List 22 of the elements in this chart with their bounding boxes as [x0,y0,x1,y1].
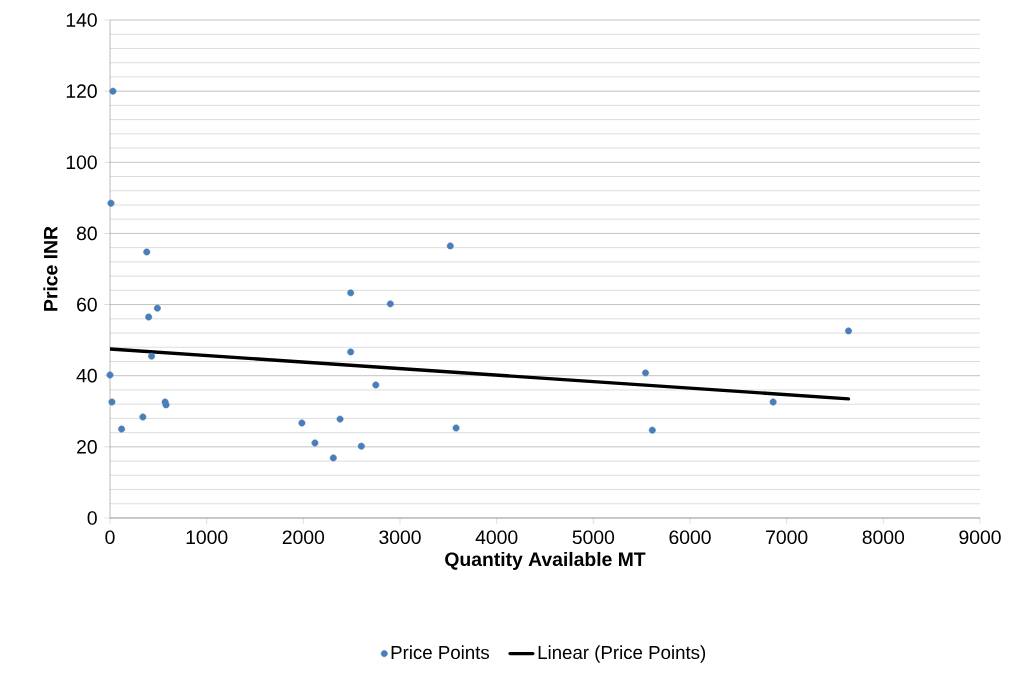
y-tick-label: 100 [66,155,97,170]
y-tick-label: 20 [77,440,97,454]
y-tick-label: 0 [87,511,97,525]
x-tick-label: 6000 [669,530,711,545]
x-tick-label: 5000 [572,530,615,545]
y-tick-label: 40 [76,368,97,383]
x-tick-label: 9000 [959,530,1001,545]
x-tick-label: 7000 [766,530,808,545]
x-tick-label: 1000 [186,530,228,545]
y-tick-label: 80 [76,226,97,241]
x-axis-title: Quantity Available MT [445,551,646,570]
x-tick-label: 4000 [475,530,518,545]
x-tick-label: 8000 [862,530,905,545]
y-axis-title: Price INR [43,226,58,311]
y-tick-label: 60 [77,297,97,312]
y-tick-label: 140 [66,13,97,27]
legend-label: Linear (Price Points) [538,645,706,663]
x-tick-label: 2000 [282,530,325,545]
x-tick-label: 3000 [379,530,421,545]
y-tick-label: 120 [66,84,97,98]
legend-label: Price Points [391,645,490,660]
x-tick-label: 0 [105,530,115,545]
